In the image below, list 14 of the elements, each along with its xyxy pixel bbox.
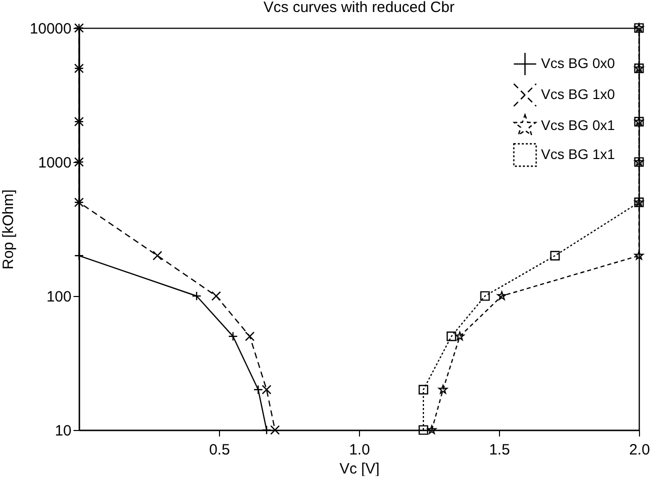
- y-tick-label: 10: [54, 422, 72, 440]
- x-tick-label: 2.0: [629, 442, 650, 458]
- legend-label: Vcs BG 1x0: [541, 86, 616, 102]
- legend-label: Vcs BG 1x1: [541, 146, 616, 162]
- x-tick-label: 0.5: [209, 442, 230, 458]
- y-tick-label: 1000: [38, 154, 72, 172]
- y-tick-label: 100: [46, 288, 72, 306]
- y-tick-label: 10000: [30, 20, 72, 38]
- x-tick-label: 1.5: [489, 442, 510, 458]
- legend-label: Vcs BG 0x1: [541, 117, 616, 133]
- x-tick-label: 1.0: [349, 442, 370, 458]
- chart-title: Vcs curves with reduced Cbr: [264, 0, 454, 16]
- legend-label: Vcs BG 0x0: [541, 55, 616, 71]
- y-axis-title: Rop [kOhm]: [0, 189, 17, 270]
